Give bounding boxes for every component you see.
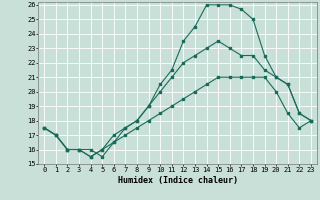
- X-axis label: Humidex (Indice chaleur): Humidex (Indice chaleur): [118, 176, 238, 185]
